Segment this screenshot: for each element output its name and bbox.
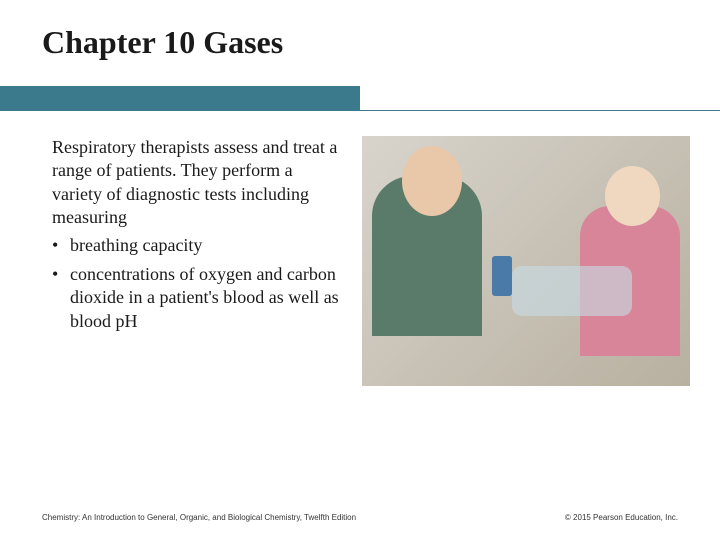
footer-left: Chemistry: An Introduction to General, O…: [42, 513, 356, 522]
slide-image: [362, 136, 690, 386]
slide: Chapter 10 Gases Respiratory therapists …: [0, 0, 720, 540]
bullet-item: concentrations of oxygen and carbon diox…: [52, 263, 342, 333]
therapist-head: [402, 146, 462, 216]
footer-right: © 2015 Pearson Education, Inc.: [565, 513, 678, 522]
accent-bar: [0, 86, 360, 110]
footer: Chemistry: An Introduction to General, O…: [42, 513, 678, 522]
title-underline: [0, 110, 720, 111]
intro-paragraph: Respiratory therapists assess and treat …: [52, 136, 342, 230]
inhaler-icon: [492, 256, 512, 296]
bullet-list: breathing capacity concentrations of oxy…: [52, 234, 342, 334]
text-column: Respiratory therapists assess and treat …: [52, 136, 342, 386]
bullet-item: breathing capacity: [52, 234, 342, 257]
patient-head: [605, 166, 660, 226]
chapter-title: Chapter 10 Gases: [0, 0, 720, 61]
spacer-device-icon: [512, 266, 632, 316]
content-area: Respiratory therapists assess and treat …: [52, 136, 690, 386]
